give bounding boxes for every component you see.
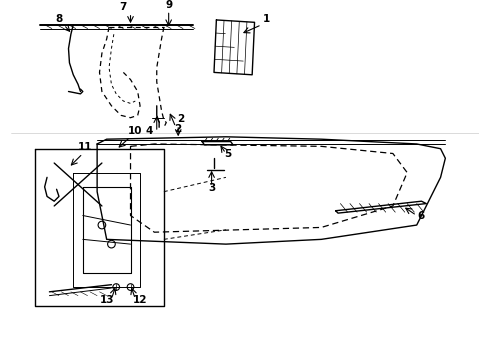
Text: 5: 5 bbox=[225, 149, 232, 159]
Text: 3: 3 bbox=[208, 183, 215, 193]
Text: 6: 6 bbox=[418, 211, 425, 221]
Text: 2: 2 bbox=[174, 124, 182, 134]
Text: 4: 4 bbox=[146, 126, 153, 136]
Text: 10: 10 bbox=[128, 126, 143, 136]
Circle shape bbox=[113, 284, 120, 291]
Text: 8: 8 bbox=[55, 14, 63, 24]
Circle shape bbox=[127, 284, 134, 291]
Text: 9: 9 bbox=[165, 0, 172, 10]
Text: 7: 7 bbox=[120, 3, 127, 12]
Text: 2: 2 bbox=[177, 113, 184, 123]
Text: 1: 1 bbox=[263, 14, 270, 24]
Text: 12: 12 bbox=[133, 295, 147, 305]
Text: 13: 13 bbox=[99, 295, 114, 305]
Text: 11: 11 bbox=[78, 142, 93, 152]
